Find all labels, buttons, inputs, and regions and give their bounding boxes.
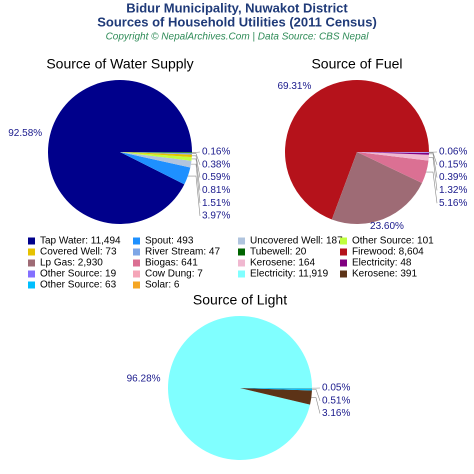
- legend-label: Tubewell: 20: [250, 247, 307, 258]
- legend-label: Solar: 6: [145, 280, 180, 291]
- legend-swatch: [133, 270, 140, 278]
- pie-slice: [240, 388, 312, 391]
- legend-swatch: [238, 237, 245, 245]
- legend-swatch: [28, 281, 35, 289]
- value-label: 0.38%: [202, 159, 230, 170]
- title-line: Sources of Household Utilities (2011 Cen…: [97, 14, 377, 29]
- value-label: 96.28%: [127, 373, 161, 384]
- pie-slice: [331, 152, 422, 225]
- value-label: 0.51%: [322, 395, 350, 406]
- value-label: 0.59%: [202, 172, 230, 183]
- leader-line: [311, 389, 321, 401]
- leader-line: [428, 153, 438, 178]
- leader-line: [426, 171, 438, 204]
- pie-slice: [48, 79, 193, 224]
- leader-line: [311, 397, 321, 414]
- leader-line: [187, 175, 201, 217]
- pie-slice: [357, 152, 429, 155]
- legend-label: Biogas: 641: [145, 258, 198, 269]
- legend-swatch: [28, 270, 35, 278]
- value-label: 1.32%: [439, 185, 467, 196]
- legend-label: Tap Water: 11,494: [40, 236, 121, 247]
- legend-label: River Stream: 47: [145, 247, 220, 258]
- pie-slice: [120, 152, 192, 168]
- legend-label: Kerosene: 164: [250, 258, 315, 269]
- legend-label: Other Source: 63: [40, 280, 117, 291]
- leader-line: [190, 163, 201, 204]
- legend-label: Spout: 493: [145, 236, 194, 247]
- pie-slice: [120, 152, 191, 185]
- legend-label: Other Source: 19: [40, 269, 117, 280]
- legend-swatch: [133, 237, 140, 245]
- leader-line: [428, 152, 438, 165]
- legend-swatch: [238, 270, 245, 278]
- legend-label: Covered Well: 73: [40, 247, 117, 258]
- legend-label: Cow Dung: 7: [145, 269, 203, 280]
- legend-label: Lp Gas: 2,930: [40, 258, 103, 269]
- value-label: 69.31%: [277, 81, 311, 92]
- legend-swatch: [340, 248, 347, 256]
- pie-slice: [120, 152, 192, 155]
- legend-swatch: [133, 281, 140, 289]
- value-label: 1.51%: [202, 198, 230, 209]
- legend-label: Firewood: 8,604: [352, 247, 424, 258]
- legend-swatch: [28, 248, 35, 256]
- value-label: 0.15%: [439, 159, 467, 170]
- legend-swatch: [133, 248, 140, 256]
- pie-slice: [120, 152, 192, 153]
- leader-line: [191, 158, 201, 191]
- legend-swatch: [133, 259, 140, 267]
- legend-swatch: [28, 259, 35, 267]
- legend-label: Uncovered Well: 187: [250, 236, 343, 247]
- legend-label: Kerosene: 391: [352, 269, 417, 280]
- leader-line: [191, 153, 201, 165]
- pie-slice: [357, 152, 429, 161]
- subtitle: Copyright © NepalArchives.Com | Data Sou…: [106, 32, 370, 43]
- leader-line: [428, 157, 438, 191]
- value-label: 0.16%: [202, 147, 230, 158]
- pie-slice: [168, 316, 312, 460]
- value-label: 0.06%: [439, 147, 467, 158]
- value-label: 3.16%: [322, 408, 350, 419]
- legend-swatch: [340, 237, 347, 245]
- legend-swatch: [238, 248, 245, 256]
- legend-swatch: [340, 259, 347, 267]
- value-label: 5.16%: [439, 198, 467, 209]
- legend-label: Electricity: 48: [352, 258, 412, 269]
- value-label: 92.58%: [8, 128, 42, 139]
- leader-line: [191, 155, 201, 178]
- pie-title: Source of Fuel: [311, 56, 402, 72]
- pie-slice: [285, 80, 429, 220]
- pie-slice: [240, 388, 312, 405]
- pie-title: Source of Light: [193, 292, 287, 308]
- pie-slice: [120, 152, 192, 161]
- legend-swatch: [340, 270, 347, 278]
- legend-swatch: [238, 259, 245, 267]
- pie-slice: [357, 152, 429, 153]
- title-line: Bidur Municipality, Nuwakot District: [126, 0, 348, 15]
- pie-slice: [120, 152, 192, 158]
- value-label: 0.39%: [439, 172, 467, 183]
- legend-label: Other Source: 101: [352, 236, 434, 247]
- pie-slice: [357, 152, 429, 183]
- value-label: 3.97%: [202, 211, 230, 222]
- pie-title: Source of Water Supply: [46, 56, 193, 72]
- value-label: 23.60%: [370, 221, 404, 232]
- legend-swatch: [28, 237, 35, 245]
- legend-label: Electricity: 11,919: [250, 269, 329, 280]
- value-label: 0.05%: [322, 383, 350, 394]
- value-label: 0.81%: [202, 185, 230, 196]
